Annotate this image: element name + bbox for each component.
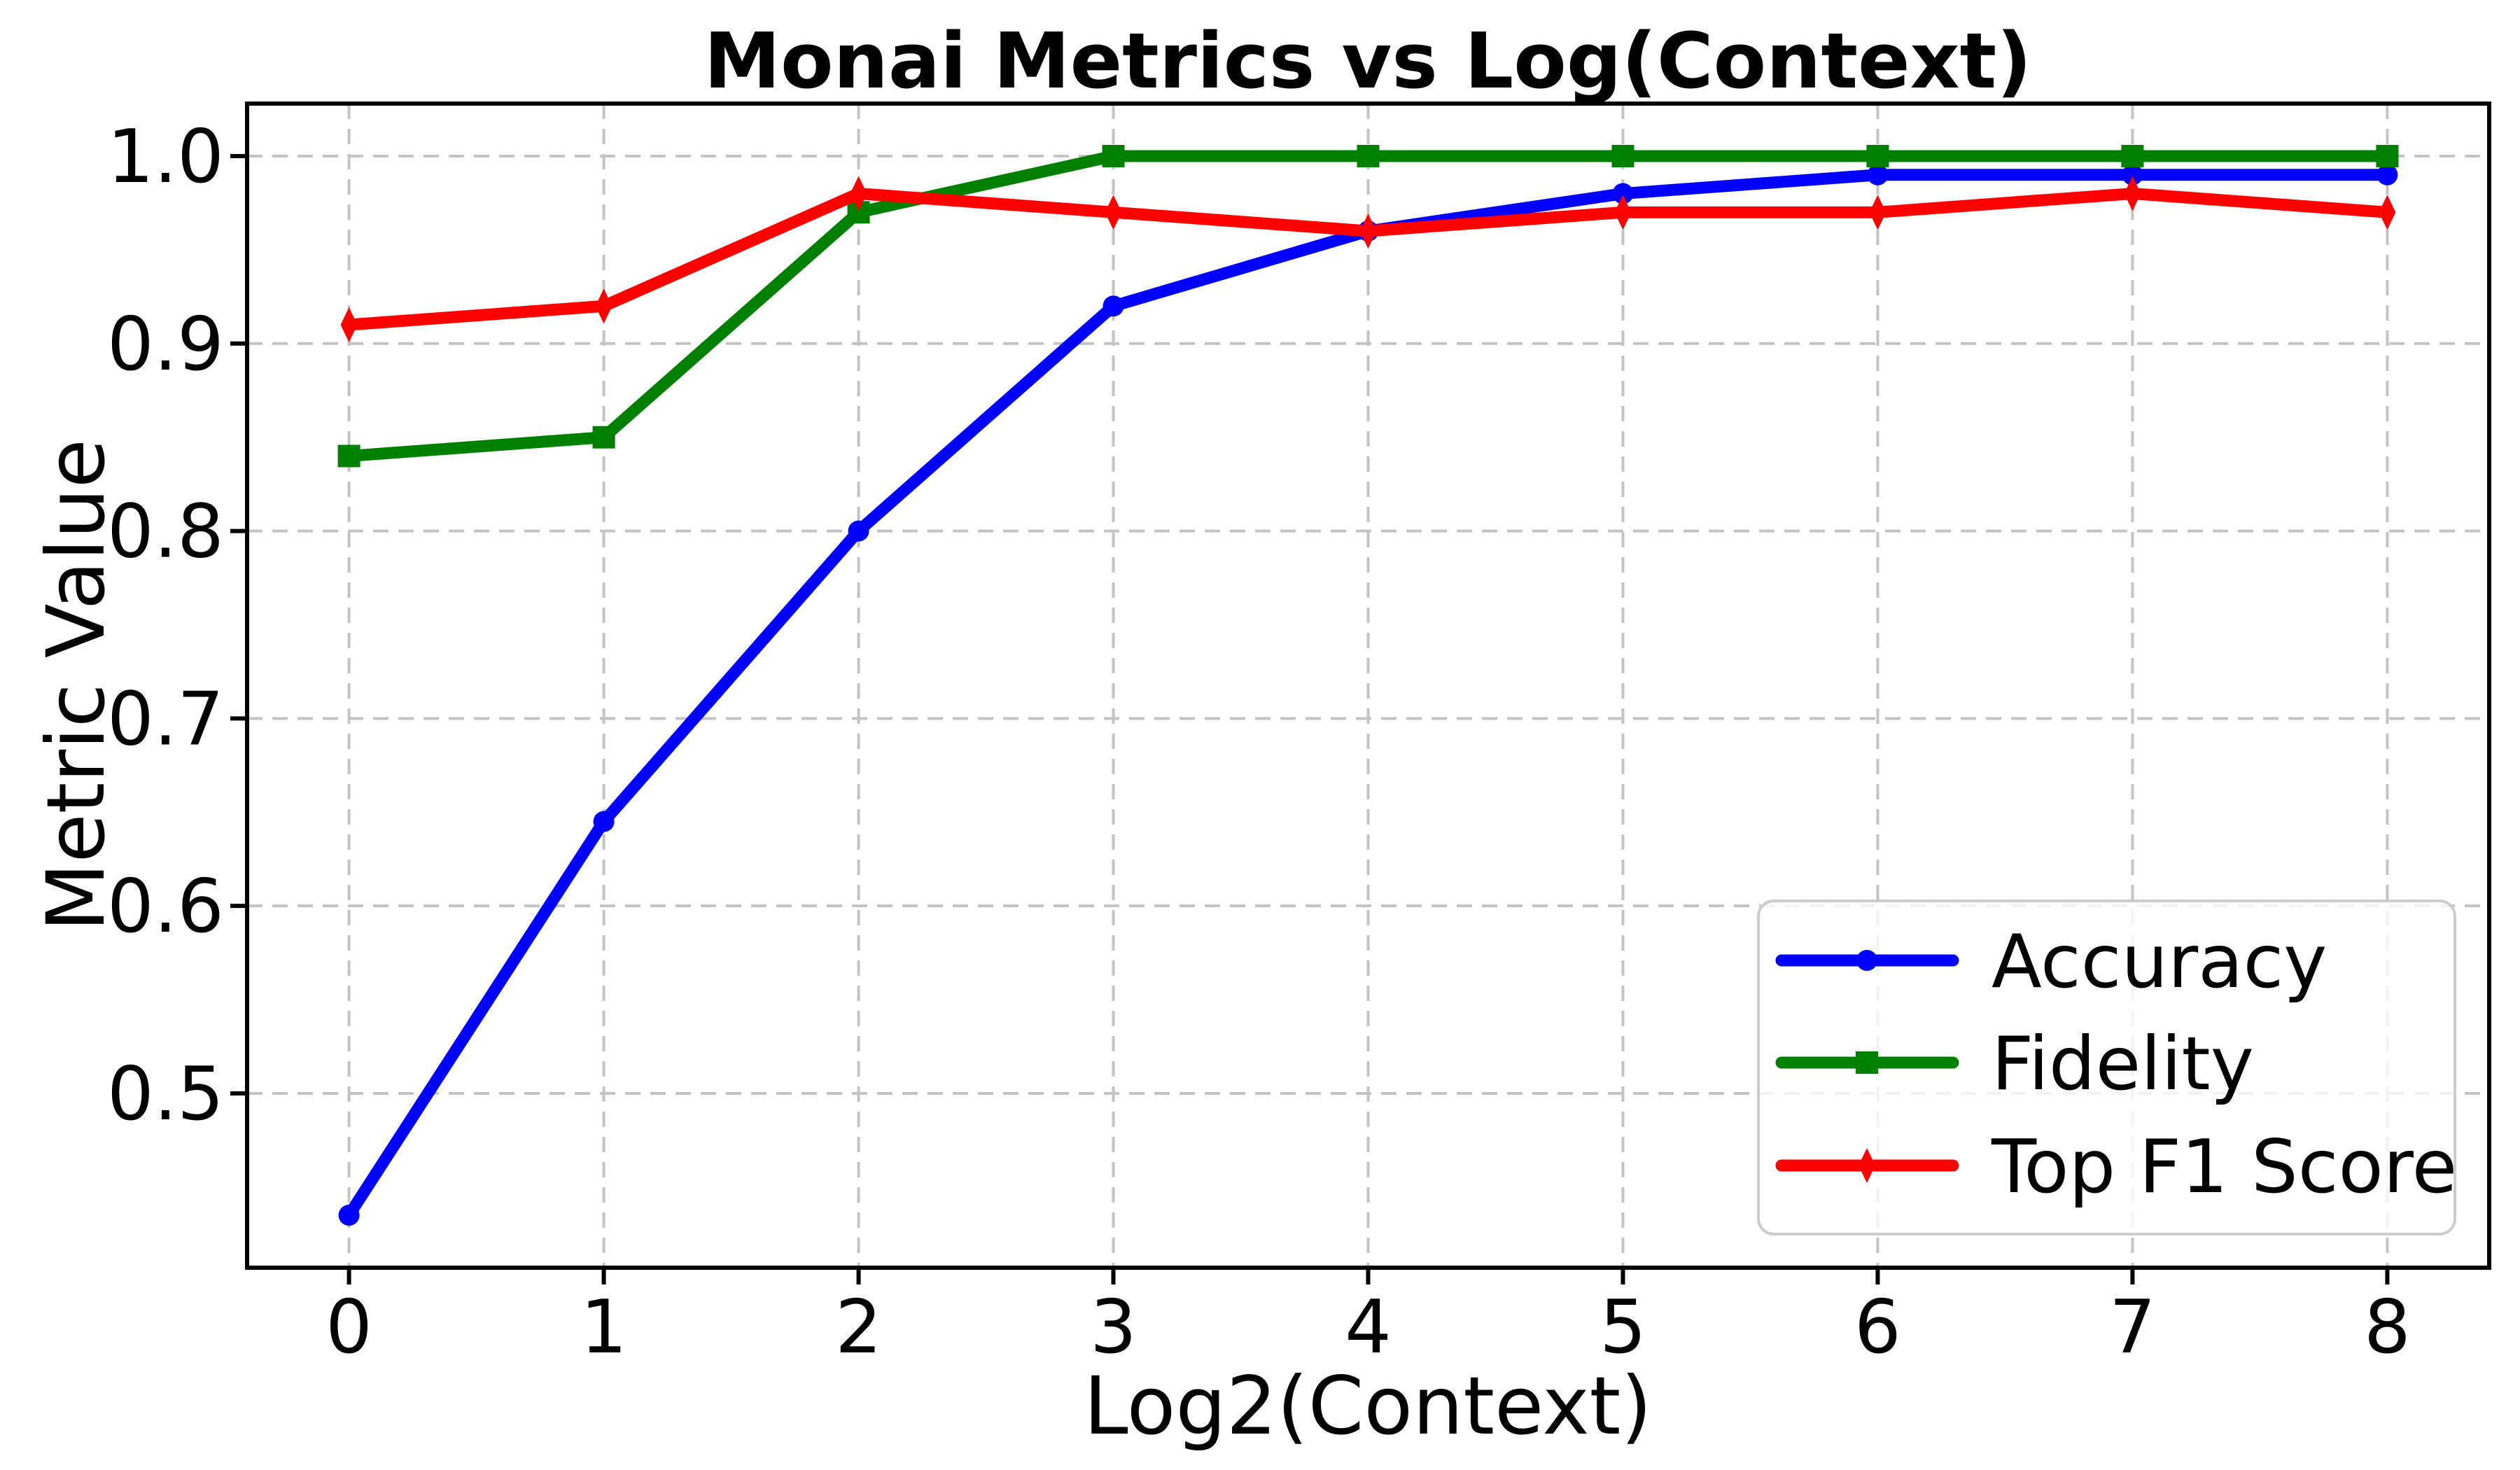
marker-top-f1-score <box>850 176 867 211</box>
marker-accuracy <box>1867 164 1889 186</box>
y-tick-label: 0.9 <box>107 302 224 387</box>
marker-top-f1-score <box>1614 195 1632 230</box>
legend-label-accuracy: Accuracy <box>1991 919 2327 1004</box>
marker-top-f1-score <box>1869 195 1886 230</box>
marker-fidelity <box>337 444 360 468</box>
legend-box <box>1757 899 2456 1236</box>
x-tick-label: 2 <box>835 1284 882 1370</box>
marker-fidelity <box>2121 144 2144 167</box>
legend-item-accuracy: Accuracy <box>1775 919 2327 1004</box>
marker-top-f1-score <box>595 288 612 324</box>
marker-fidelity <box>1611 144 1634 167</box>
marker-accuracy <box>338 1205 360 1226</box>
legend-label-fidelity: Fidelity <box>1991 1021 2254 1107</box>
marker-top-f1-score <box>1105 195 1122 230</box>
marker-accuracy <box>2376 164 2398 186</box>
data-series <box>337 144 2399 1226</box>
marker-fidelity <box>2376 144 2399 167</box>
marker-accuracy <box>1102 295 1124 317</box>
chart-title: Monai Metrics vs Log(Context) <box>704 16 2032 106</box>
marker-top-f1-score <box>1359 214 1377 249</box>
x-tick-label: 7 <box>2109 1284 2156 1370</box>
marker-top-f1-score <box>2379 195 2396 230</box>
legend-marker-accuracy <box>1856 950 1877 971</box>
legend-item-top-f1-score: Top F1 Score <box>1775 1124 2457 1210</box>
y-tick-label: 1.0 <box>107 114 224 200</box>
x-tick-label: 5 <box>1600 1284 1646 1370</box>
y-tick-label: 0.7 <box>107 676 224 762</box>
marker-fidelity <box>592 426 615 449</box>
y-tick-label: 0.6 <box>107 864 224 949</box>
legend-marker-top-f1-score <box>1858 1148 1875 1183</box>
marker-accuracy <box>2122 164 2143 186</box>
x-tick-label: 8 <box>2364 1284 2411 1370</box>
x-tick-label: 0 <box>326 1284 372 1370</box>
marker-top-f1-score <box>2124 176 2141 211</box>
legend: Accuracy Fidelity Top F1 Score <box>1757 899 2457 1236</box>
axis-ticks <box>230 153 2390 1284</box>
marker-accuracy <box>593 811 615 832</box>
axis-tick-labels: 0 1 2 3 4 5 6 7 8 0.5 0.6 0.7 0.8 0.9 1.0 <box>107 114 2411 1370</box>
legend-label-top-f1-score: Top F1 Score <box>1991 1124 2457 1210</box>
marker-accuracy <box>848 520 869 542</box>
series-top-f1-score <box>340 176 2396 342</box>
x-tick-label: 3 <box>1090 1284 1137 1370</box>
y-tick-label: 0.5 <box>107 1051 224 1137</box>
series-fidelity <box>337 144 2399 468</box>
marker-top-f1-score <box>340 307 358 342</box>
y-tick-label: 0.8 <box>107 489 224 575</box>
y-axis-label: Metric Value <box>29 439 122 932</box>
x-axis-label: Log2(Context) <box>1084 1359 1652 1452</box>
marker-fidelity <box>1866 144 1889 167</box>
marker-fidelity <box>1357 144 1380 167</box>
x-tick-label: 6 <box>1854 1284 1901 1370</box>
x-tick-label: 1 <box>580 1284 627 1370</box>
marker-accuracy <box>1612 183 1634 204</box>
x-tick-label: 4 <box>1345 1284 1392 1370</box>
marker-fidelity <box>1102 144 1125 167</box>
legend-marker-fidelity <box>1856 1051 1878 1074</box>
legend-item-fidelity: Fidelity <box>1775 1021 2254 1107</box>
